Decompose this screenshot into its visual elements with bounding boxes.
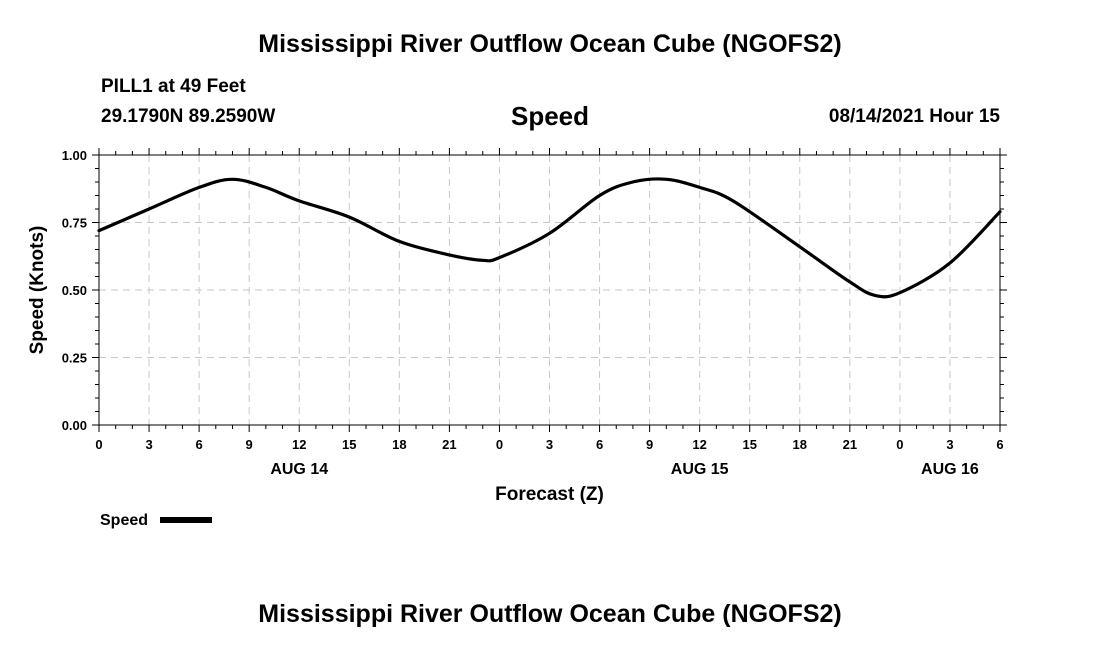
x-tick-label: 12 xyxy=(692,437,706,452)
x-tick-label: 6 xyxy=(195,437,202,452)
x-axis-title: Forecast (Z) xyxy=(495,484,604,505)
forecast-datetime: 08/14/2021 Hour 15 xyxy=(828,106,1000,127)
y-tick-label: 1.00 xyxy=(62,148,87,163)
y-tick-label: 0.75 xyxy=(62,216,87,231)
x-tick-label: 0 xyxy=(95,437,102,452)
x-tick-label: 0 xyxy=(496,437,503,452)
axis-ticks xyxy=(92,148,1007,432)
chart-title: Mississippi River Outflow Ocean Cube (NG… xyxy=(258,30,842,58)
x-tick-labels: 0 3 6 9 12 15 18 21 0 3 6 9 12 15 18 21 0 3 6 xyxy=(95,437,1003,452)
x-tick-label: 3 xyxy=(546,437,553,452)
variable-label: Speed xyxy=(510,101,590,131)
legend: Speed xyxy=(100,512,212,529)
day-label: AUG 15 xyxy=(671,461,729,478)
speed-series-line xyxy=(97,177,1002,299)
x-tick-label: 12 xyxy=(292,437,306,452)
x-tick-label: 18 xyxy=(793,437,807,452)
x-tick-label: 9 xyxy=(646,437,653,452)
y-axis-title: Speed (Knots) xyxy=(27,226,48,355)
day-label: AUG 14 xyxy=(270,461,328,478)
station-label: PILL1 at 49 Feet xyxy=(101,76,246,97)
x-tick-label: 6 xyxy=(596,437,603,452)
day-label: AUG 16 xyxy=(921,461,979,478)
x-tick-label: 15 xyxy=(342,437,356,452)
x-tick-label: 18 xyxy=(392,437,406,452)
x-tick-label: 6 xyxy=(996,437,1003,452)
x-tick-label: 3 xyxy=(145,437,152,452)
footer-title: Mississippi River Outflow Ocean Cube (NG… xyxy=(258,600,842,628)
y-tick-label: 0.00 xyxy=(62,418,87,433)
x-tick-label: 15 xyxy=(742,437,756,452)
y-tick-label: 0.50 xyxy=(62,283,87,298)
x-tick-label: 3 xyxy=(946,437,953,452)
day-labels: AUG 14 AUG 15 AUG 16 xyxy=(270,461,979,478)
x-tick-label: 21 xyxy=(843,437,857,452)
x-tick-label: 9 xyxy=(246,437,253,452)
legend-swatch xyxy=(160,517,212,523)
legend-label: Speed xyxy=(100,512,148,529)
x-tick-label: 21 xyxy=(442,437,456,452)
x-tick-label: 0 xyxy=(896,437,903,452)
y-tick-label: 0.25 xyxy=(62,351,87,366)
y-tick-labels: 0.00 0.25 0.50 0.75 1.00 xyxy=(62,148,87,433)
series-layer xyxy=(97,177,1002,299)
chart-grid xyxy=(99,155,1000,425)
station-coordinates: 29.1790N 89.2590W xyxy=(101,106,276,127)
